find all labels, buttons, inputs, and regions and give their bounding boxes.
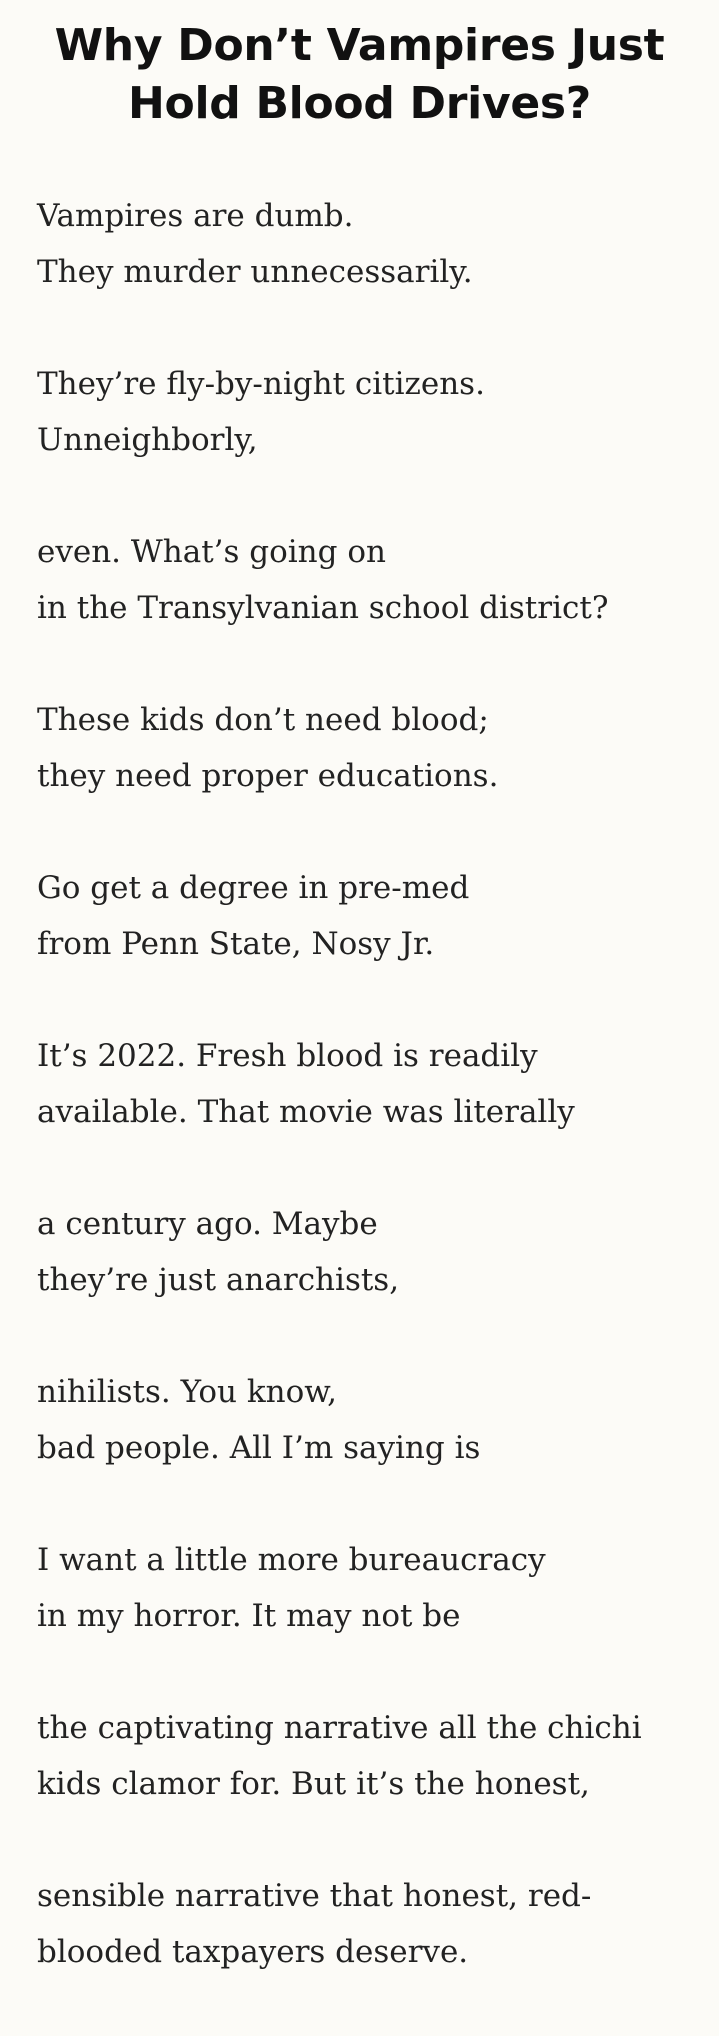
poem-line: Unneighborly, [37,422,258,458]
title-line: Why Don’t Vampires Just [54,20,665,71]
poem-line: They’re fly-by-night citizens. [37,366,485,402]
stanza: a century ago. Maybe they’re just anarch… [37,1196,697,1308]
poem-line: They murder unnecessarily. [37,254,473,290]
poem-line: These kids don’t need blood; [37,702,489,738]
poem-line: kids clamor for. But it’s the honest, [37,1766,590,1802]
poem-line: they’re just anarchists, [37,1262,400,1298]
stanza: It’s 2022. Fresh blood is readily availa… [37,1028,697,1140]
poem-line: blooded taxpayers deserve. [37,1934,469,1970]
stanza: Go get a degree in pre-med from Penn Sta… [37,860,697,972]
stanza: They’re fly-by-night citizens. Unneighbo… [37,356,697,468]
poem-line: sensible narrative that honest, red- [37,1878,592,1914]
poem-title: Why Don’t Vampires Just Hold Blood Drive… [0,17,719,133]
poem-line: in my horror. It may not be [37,1598,461,1634]
poem-line: Vampires are dumb. [37,198,354,234]
stanza: nihilists. You know, bad people. All I’m… [37,1364,697,1476]
poem-line: even. What’s going on [37,534,386,570]
poem-line: It’s 2022. Fresh blood is readily [37,1038,538,1074]
stanza: Vampires are dumb. They murder unnecessa… [37,188,697,300]
poem-line: available. That movie was literally [37,1094,575,1130]
stanza: I want a little more bureaucracy in my h… [37,1532,697,1644]
stanza: These kids don’t need blood; they need p… [37,692,697,804]
poem-line: Go get a degree in pre-med [37,870,470,906]
poem-line: the captivating narrative all the chichi [37,1710,642,1746]
title-line: Hold Blood Drives? [128,78,591,129]
stanza: the captivating narrative all the chichi… [37,1700,697,1812]
poem-line: I want a little more bureaucracy [37,1542,546,1578]
poem-line: a century ago. Maybe [37,1206,378,1242]
poem-line: bad people. All I’m saying is [37,1430,481,1466]
poem-line: they need proper educations. [37,758,499,794]
poem-line: from Penn State, Nosy Jr. [37,926,435,962]
stanza: sensible narrative that honest, red- blo… [37,1868,697,1980]
poem-line: nihilists. You know, [37,1374,337,1410]
poem-line: in the Transylvanian school district? [37,590,609,626]
stanza: even. What’s going on in the Transylvani… [37,524,697,636]
poem-body: Vampires are dumb. They murder unnecessa… [37,188,697,2036]
